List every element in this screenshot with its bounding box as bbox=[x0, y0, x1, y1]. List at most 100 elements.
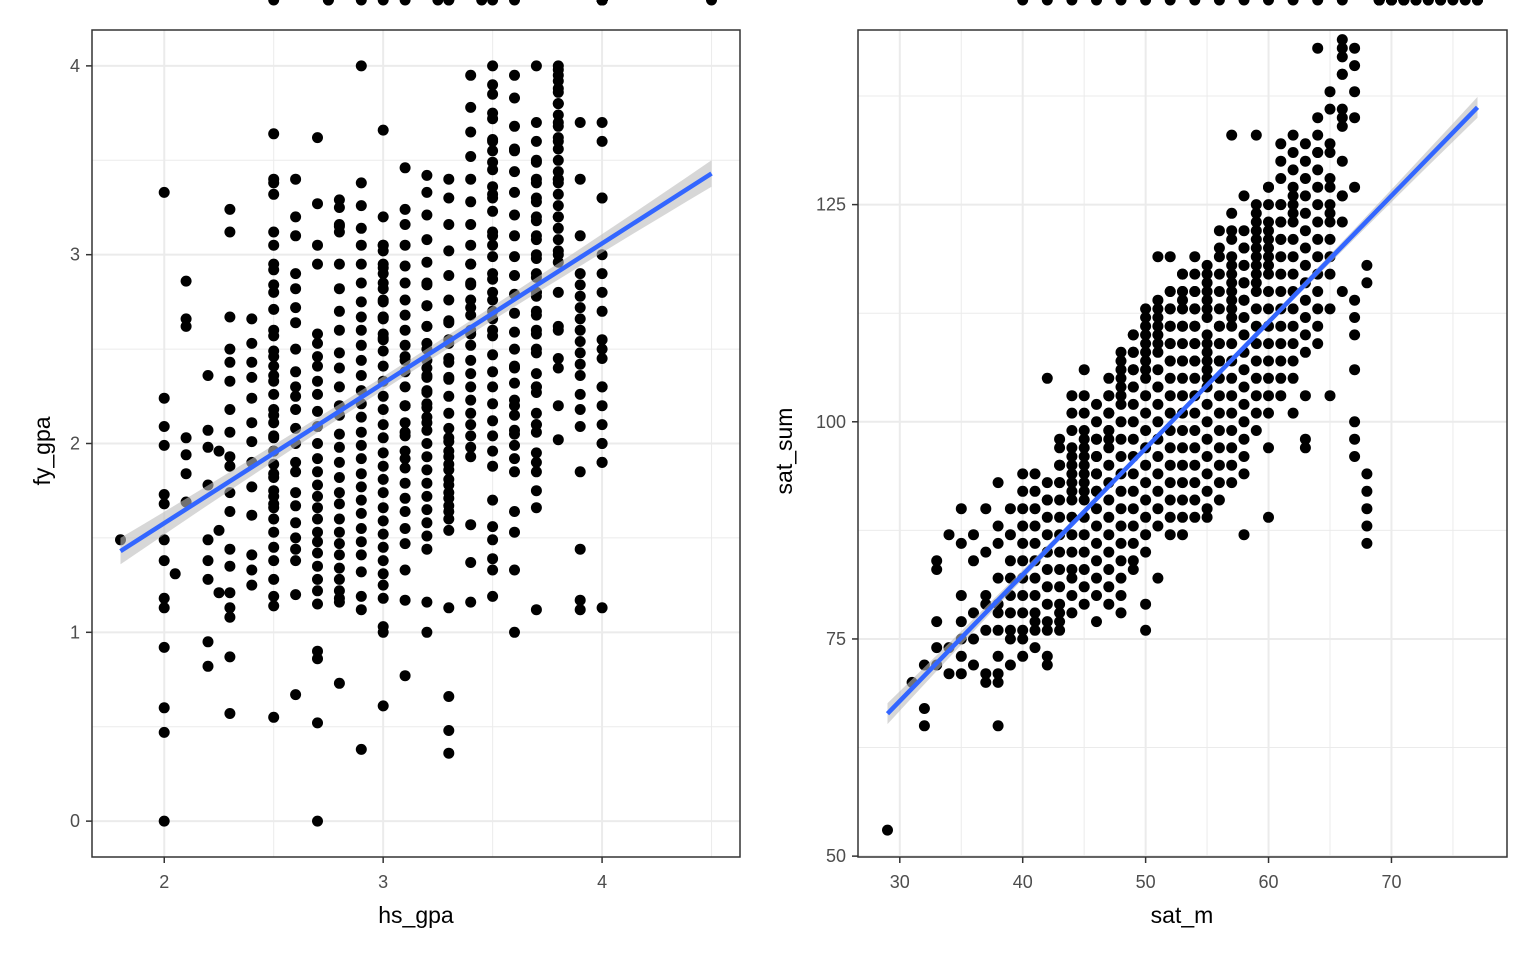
data-point bbox=[1263, 407, 1274, 419]
data-point bbox=[487, 156, 499, 168]
data-point bbox=[1140, 407, 1152, 419]
data-point bbox=[1287, 233, 1299, 245]
data-point bbox=[421, 626, 433, 638]
data-point bbox=[443, 373, 455, 385]
data-point bbox=[1115, 537, 1127, 549]
data-point bbox=[552, 222, 564, 234]
data-point bbox=[596, 117, 608, 128]
data-point bbox=[1238, 529, 1250, 541]
data-point bbox=[1275, 372, 1287, 384]
data-point bbox=[1140, 320, 1152, 332]
data-point bbox=[980, 624, 992, 636]
data-point bbox=[530, 419, 542, 431]
data-point bbox=[1017, 503, 1029, 515]
data-point bbox=[312, 536, 323, 548]
data-point bbox=[1213, 355, 1225, 367]
data-point bbox=[1250, 303, 1262, 315]
x-tick-label: 40 bbox=[1013, 872, 1033, 892]
data-point bbox=[1213, 338, 1225, 350]
data-point bbox=[377, 487, 389, 499]
data-point bbox=[1029, 616, 1041, 628]
data-point bbox=[377, 390, 389, 402]
data-point bbox=[465, 339, 477, 351]
data-point bbox=[1361, 537, 1373, 549]
data-point bbox=[1091, 572, 1102, 584]
data-point bbox=[530, 135, 542, 147]
data-point bbox=[290, 487, 302, 499]
data-point bbox=[312, 258, 323, 270]
data-point bbox=[509, 92, 520, 104]
data-point bbox=[1226, 390, 1238, 402]
data-point bbox=[1091, 416, 1102, 428]
data-point bbox=[290, 343, 302, 355]
data-point bbox=[574, 173, 586, 185]
data-point bbox=[465, 368, 477, 380]
data-point bbox=[465, 519, 477, 531]
data-point bbox=[333, 219, 345, 230]
data-point bbox=[180, 449, 192, 461]
data-point bbox=[180, 320, 192, 332]
data-point bbox=[1250, 225, 1262, 237]
data-point bbox=[322, 0, 334, 6]
data-point bbox=[1078, 390, 1090, 402]
data-point bbox=[596, 353, 608, 364]
data-point bbox=[1238, 277, 1250, 289]
data-point bbox=[180, 275, 192, 287]
data-point bbox=[552, 188, 564, 200]
data-point bbox=[1029, 468, 1041, 480]
data-point bbox=[268, 432, 280, 444]
data-point bbox=[421, 186, 433, 198]
data-point bbox=[1078, 564, 1090, 575]
data-point bbox=[202, 424, 214, 436]
data-point bbox=[1312, 233, 1324, 245]
data-point bbox=[399, 309, 411, 321]
data-point bbox=[1054, 624, 1066, 636]
data-point bbox=[290, 283, 302, 295]
data-point bbox=[465, 441, 477, 453]
data-point bbox=[574, 370, 586, 381]
data-point bbox=[1152, 338, 1164, 350]
data-point bbox=[355, 354, 367, 366]
data-point bbox=[1127, 433, 1139, 445]
data-point bbox=[1066, 607, 1078, 619]
data-point bbox=[224, 460, 236, 472]
data-point bbox=[487, 415, 499, 427]
data-point bbox=[1201, 268, 1213, 280]
data-point bbox=[574, 302, 586, 314]
data-point bbox=[443, 436, 455, 448]
data-point bbox=[574, 230, 586, 242]
data-point bbox=[399, 670, 411, 682]
data-point bbox=[333, 487, 345, 499]
data-point bbox=[1177, 338, 1188, 350]
data-point bbox=[955, 537, 967, 549]
data-point bbox=[355, 743, 367, 755]
data-point bbox=[530, 426, 542, 438]
data-point bbox=[1041, 598, 1053, 610]
data-point bbox=[1275, 199, 1287, 211]
data-point bbox=[399, 477, 411, 489]
data-point bbox=[943, 668, 955, 680]
data-point bbox=[399, 538, 411, 550]
data-point bbox=[1299, 346, 1311, 358]
data-point bbox=[1017, 633, 1029, 645]
data-point bbox=[1250, 251, 1262, 263]
data-point bbox=[1201, 451, 1213, 462]
data-point bbox=[1299, 138, 1311, 150]
x-axis-title: hs_gpa bbox=[378, 902, 454, 928]
data-point bbox=[268, 370, 280, 381]
data-point bbox=[443, 219, 455, 230]
data-point bbox=[465, 451, 477, 463]
data-point bbox=[1066, 468, 1078, 480]
data-point bbox=[290, 689, 302, 701]
data-point bbox=[487, 564, 499, 576]
data-point bbox=[465, 258, 477, 270]
data-point bbox=[333, 456, 345, 468]
data-point bbox=[943, 529, 955, 541]
data-point bbox=[1336, 120, 1348, 132]
data-point bbox=[530, 604, 542, 616]
data-point bbox=[1078, 468, 1090, 480]
data-point bbox=[268, 573, 280, 585]
data-point bbox=[1054, 607, 1066, 619]
data-point bbox=[968, 633, 979, 645]
data-point bbox=[574, 594, 586, 606]
